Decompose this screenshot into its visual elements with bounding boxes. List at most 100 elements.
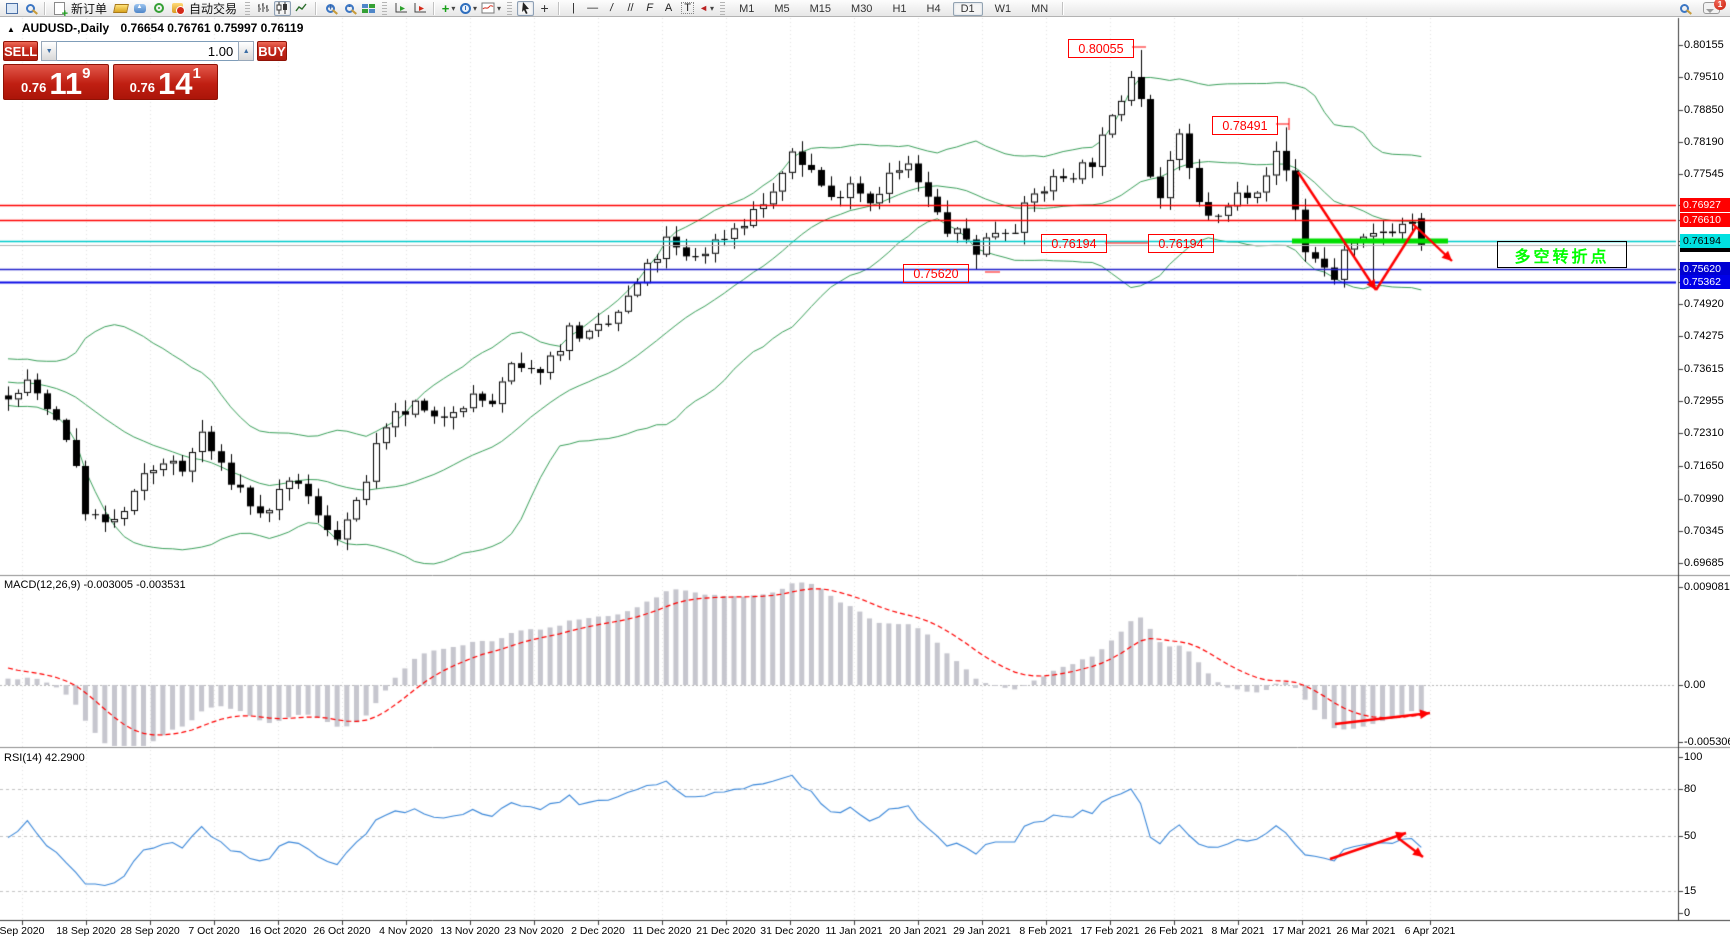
sell-price-main: 11 [49,66,83,101]
timeframe-m30-button[interactable]: M30 [851,3,873,15]
zoom-in-button[interactable]: + [322,1,339,16]
timeframe-m1-button[interactable]: M1 [739,3,755,15]
timeframe-w1-button[interactable]: W1 [994,3,1012,15]
auto-scroll-icon [395,3,407,13]
volume-decrease-button[interactable]: ▼ [41,41,58,61]
price-tag: 0.75620 [1680,262,1730,277]
timeframe-h1-button[interactable]: H1 [892,3,907,15]
text-label-tool[interactable]: T [679,1,696,16]
notifications-button[interactable]: 1 [1702,0,1726,16]
price-axis-label: 0.78850 [1684,103,1724,116]
collapse-triangle-icon[interactable]: ▲ [7,25,15,34]
rsi-axis-label: 80 [1684,783,1697,795]
profile-icon[interactable] [22,1,39,16]
arrows-tool[interactable]: ◄ ▾ [698,1,715,16]
date-label: 26 Mar 2021 [1336,925,1396,937]
chat-bubble-icon: 1 [1703,0,1726,14]
zoom-in-icon: + [326,1,336,13]
price-tag: 0.76194 [1680,234,1730,249]
rsi-axis-label: 15 [1684,885,1697,897]
vertical-line-tool[interactable]: | [565,1,582,16]
date-label: 17 Mar 2021 [1272,925,1332,937]
tile-windows-button[interactable] [360,1,377,16]
date-label: 6 Apr 2021 [1404,925,1456,937]
chart-title: ▲ AUDUSD-,Daily 0.76654 0.76761 0.75997 … [7,21,303,35]
candlestick-icon [276,2,288,14]
date-label: 4 Nov 2020 [379,925,433,937]
date-label: 20 Jan 2021 [889,925,947,937]
timeframe-mn-button[interactable]: MN [1031,3,1049,15]
horizontal-line-tool[interactable]: — [584,1,601,16]
price-axis-label: 0.79510 [1684,70,1724,83]
price-level-box[interactable]: 0.78491 [1212,116,1278,135]
macd-axis-label: 0.009081 [1684,581,1730,594]
date-label: 23 Nov 2020 [504,925,564,937]
crosshair-tool-button[interactable]: + [536,1,553,16]
auto-trading-label[interactable]: 自动交易 [189,1,238,16]
date-label: 28 Sep 2020 [120,925,180,937]
buy-button[interactable]: BUY [257,41,287,61]
publish-icon[interactable] [131,1,148,16]
price-axis-label: 0.74275 [1684,330,1724,343]
search-icon [1680,3,1689,13]
price-axis-label: 0.69685 [1684,557,1724,570]
gold-instrument-icon[interactable] [112,1,129,16]
date-label: 26 Oct 2020 [313,925,371,937]
toolbar-right-group: 1 [1675,0,1726,16]
buy-price-main: 14 [157,66,193,101]
date-label: 8 Feb 2021 [1019,925,1073,937]
new-order-button[interactable] [51,1,68,19]
toolbar-separator [558,1,561,15]
timeframe-h4-button[interactable]: H4 [926,3,941,15]
price-level-box[interactable]: 0.76194 [1041,234,1107,253]
new-order-label[interactable]: 新订单 [71,1,108,16]
timeframe-d1-button[interactable]: D1 [952,2,983,16]
price-level-box[interactable]: 0.80055 [1068,39,1134,58]
chart-window-icon[interactable] [3,1,20,16]
buy-price-prefix: 0.76 [129,80,155,95]
price-level-box[interactable]: 0.76194 [1148,234,1214,253]
tile-windows-icon [362,3,376,13]
bar-chart-mode-button[interactable] [255,1,272,16]
chevron-down-icon: ▾ [710,3,715,13]
price-axis-label: 0.72310 [1684,427,1724,440]
toolbar-grip [382,1,388,15]
line-chart-mode-button[interactable] [293,1,310,16]
price-axis-label: 0.77545 [1684,168,1724,181]
search-button[interactable] [1676,1,1693,16]
signals-icon[interactable] [150,1,167,16]
periods-button[interactable]: ▾ [459,1,478,16]
auto-trading-button[interactable] [169,1,186,16]
candlestick-mode-button[interactable] [274,0,292,16]
price-tag: 0.76610 [1680,213,1730,228]
timeframe-m15-button[interactable]: M15 [809,3,832,15]
templates-button[interactable]: ▾ [480,1,502,16]
channel-tool[interactable]: // [622,1,639,16]
trendline-tool[interactable]: / [603,1,620,16]
volume-increase-button[interactable]: ▲ [238,41,255,61]
zoom-out-button[interactable]: - [341,1,358,16]
price-level-box[interactable]: 0.75620 [903,264,969,283]
sell-price-box[interactable]: 0.76 11 9 [3,64,109,100]
cursor-tool-button[interactable] [517,0,535,16]
auto-scroll-button[interactable] [392,1,409,16]
fibonacci-icon: F [646,2,653,14]
toolbar-separator [44,1,46,15]
buy-price-box[interactable]: 0.76 14 1 [112,64,218,101]
crosshair-icon: + [540,0,549,16]
timeframe-m5-button[interactable]: M5 [774,3,790,15]
volume-input[interactable] [57,41,239,61]
fibonacci-tool[interactable]: F [641,1,658,16]
main-toolbar: 新订单 自动交易 + - +▾ ▾ ▾ + [0,0,1730,19]
sell-button[interactable]: SELL [3,41,39,61]
cursor-icon [521,2,529,14]
text-tool[interactable]: A [660,1,677,16]
spin-down-icon: ▼ [45,47,53,55]
chart-shift-button[interactable] [411,1,428,16]
zoom-out-icon: - [345,1,355,13]
bar-chart-icon [258,3,270,12]
price-axis-label: 0.73615 [1684,362,1724,375]
turning-point-annotation[interactable]: 多空转折点 [1497,241,1627,268]
indicators-button[interactable]: + ▾ [440,1,457,16]
